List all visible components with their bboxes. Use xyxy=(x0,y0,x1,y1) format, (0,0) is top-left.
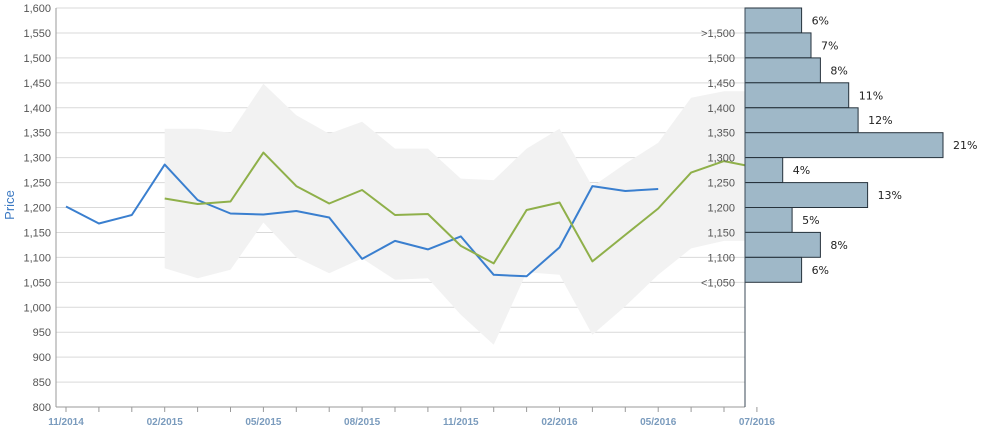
histogram-bin-label: 1,450 xyxy=(707,78,735,90)
histogram-bar xyxy=(744,157,784,184)
x-tick-label: 11/2015 xyxy=(443,417,479,428)
y-tick-label: 1,000 xyxy=(23,302,51,314)
y-tick-label: 1,300 xyxy=(23,153,51,165)
y-tick-label: 1,150 xyxy=(23,227,51,239)
histogram-bin-label: 1,200 xyxy=(707,203,735,215)
y-tick-label: 850 xyxy=(33,377,51,389)
series-line-forecast xyxy=(164,151,758,265)
histogram-bin-label: 1,100 xyxy=(707,252,735,264)
distribution-histogram: >1,500 6% 1,500 7% 1,450 8% 1,400 11% 1,350 12% 1,… xyxy=(701,7,977,289)
x-tick-label: 07/2016 xyxy=(739,417,776,428)
x-tick-label: 08/2015 xyxy=(344,417,381,428)
x-tick-label: 05/2015 xyxy=(245,417,282,428)
histogram-bar xyxy=(744,107,859,134)
y-tick-label: 950 xyxy=(33,327,51,339)
y-tick-label: 900 xyxy=(33,352,51,364)
histogram-bar xyxy=(744,32,812,59)
y-tick-label: 800 xyxy=(33,402,51,414)
histogram-bin-label: 1,250 xyxy=(707,178,735,190)
series-line-actual xyxy=(65,163,659,278)
y-tick-label: 1,400 xyxy=(23,103,51,115)
series-lines xyxy=(65,151,758,278)
histogram-bar xyxy=(744,231,821,258)
histogram-value-label: 8% xyxy=(830,64,847,77)
x-tick-label: 02/2015 xyxy=(147,417,184,428)
histogram-value-label: 21% xyxy=(953,139,977,152)
y-tick-label: 1,250 xyxy=(23,178,51,190)
axes xyxy=(55,8,758,412)
histogram-value-label: 4% xyxy=(793,164,810,177)
histogram-value-label: 5% xyxy=(802,214,819,227)
histogram-bar xyxy=(744,7,803,34)
x-tick-labels: 11/2014 02/2015 05/2015 08/2015 11/2015 02/20… xyxy=(48,417,775,428)
y-tick-label: 1,600 xyxy=(23,3,51,15)
histogram-bar xyxy=(744,207,793,233)
histogram-bar xyxy=(744,256,803,283)
histogram-bin-label: 1,150 xyxy=(707,227,735,239)
histogram-bar xyxy=(744,82,850,109)
histogram-bin-label: <1,050 xyxy=(701,277,735,289)
histogram-value-label: 12% xyxy=(868,114,892,127)
histogram-bar xyxy=(744,182,869,209)
histogram-value-label: 6% xyxy=(812,264,829,277)
x-tick-label: 11/2014 xyxy=(48,417,84,428)
histogram-bar xyxy=(744,57,821,84)
histogram-bin-label: 1,300 xyxy=(707,153,735,165)
confidence-band xyxy=(164,83,757,345)
y-tick-label: 1,200 xyxy=(23,203,51,215)
y-tick-label: 1,100 xyxy=(23,252,51,264)
x-tick-label: 02/2016 xyxy=(541,417,578,428)
y-tick-label: 1,350 xyxy=(23,128,51,140)
x-tick-label: 05/2016 xyxy=(640,417,677,428)
y-tick-label: 1,550 xyxy=(23,28,51,40)
histogram-bin-label: >1,500 xyxy=(701,28,735,40)
band-area xyxy=(164,83,757,345)
histogram-value-label: 13% xyxy=(878,189,902,202)
y-axis-label: Price xyxy=(2,190,17,220)
histogram-value-label: 6% xyxy=(812,14,829,27)
histogram-bin-label: 1,400 xyxy=(707,103,735,115)
histogram-value-label: 11% xyxy=(859,89,883,102)
y-tick-label: 1,450 xyxy=(23,78,51,90)
histogram-value-label: 8% xyxy=(830,239,847,252)
y-tick-label: 1,500 xyxy=(23,53,51,65)
histogram-bin-label: 1,350 xyxy=(707,128,735,140)
histogram-value-label: 7% xyxy=(821,39,838,52)
y-tick-label: 1,050 xyxy=(23,277,51,289)
histogram-bin-label: 1,500 xyxy=(707,53,735,65)
histogram-bar xyxy=(744,132,944,159)
y-tick-labels: 800 850 900 950 1,000 1,050 1,100 1,150 1,200 1,2… xyxy=(23,3,51,414)
